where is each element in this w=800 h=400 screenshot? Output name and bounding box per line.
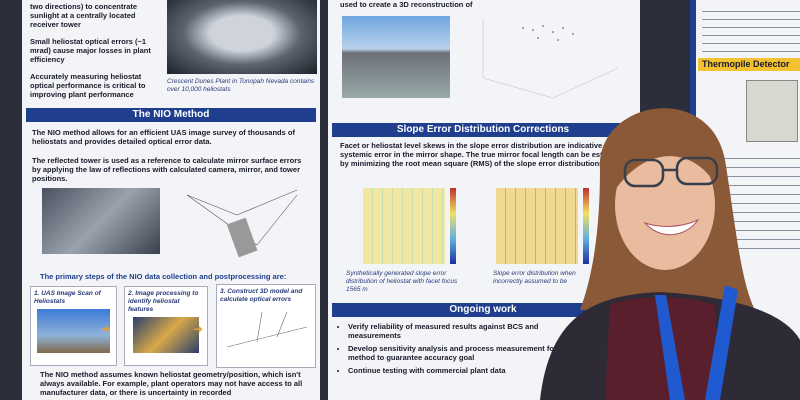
bullet: Verify reliability of measured results a… [348,322,588,340]
bullet: two directions) to concentrate sunlight … [30,2,138,29]
text-lines [702,4,800,52]
bullet: Continue testing with commercial plant d… [348,366,588,375]
bullet: Small heliostat optical errors (~1 mrad)… [30,37,151,64]
ongoing-bullets: Verify reliability of measured results a… [338,322,588,379]
top-text: used to create a 3D reconstruction of [340,0,473,9]
colorbar [450,188,456,264]
caption: Slope error distribution when incorrectl… [493,270,576,285]
heliostat-photo [342,16,450,98]
steps-heading: The primary steps of the NIO data collec… [40,272,287,281]
reflection-diagram [186,189,298,258]
heatmap [363,188,445,264]
section-title: Thermopile Detector [698,58,800,71]
photo-caption: Crescent Dunes Plant in Tonopah Nevada c… [167,78,315,93]
step-label: 3. Construct 3D model and calculate opti… [220,288,303,303]
detector-diagram [746,80,798,142]
section-title: The NIO Method [26,108,316,122]
caption: Synthetically generated slope error dist… [346,270,458,293]
paragraph: Facet or heliostat level skews in the sl… [340,141,630,168]
aerial-photo [42,188,160,254]
step-label: 2. Image processing to identify heliosta… [128,290,199,313]
step-box: 1. UAS Image Scan of Heliostats [30,286,117,366]
arrow: ➜ [100,322,111,336]
step-label: 1. UAS Image Scan of Heliostats [34,290,101,305]
section-title: Ongoing work [332,303,634,317]
arrow: ➜ [193,322,204,336]
paragraph: The reflected tower is used as a referen… [32,156,302,183]
step-image [37,309,110,353]
step-box: 2. Image processing to identify heliosta… [124,286,208,366]
section-title: Slope Error Distribution Corrections [332,123,634,137]
heatmap [496,188,578,264]
step-box: 3. Construct 3D model and calculate opti… [216,284,316,368]
step-diagram [226,311,308,348]
person [540,108,800,400]
left-poster-panel: two directions) to concentrate sunlight … [22,0,320,400]
plant-photo [167,0,317,74]
3d-plot [482,18,619,99]
closing-paragraph: The NIO method assumes known heliostat g… [40,370,303,397]
paragraph: The NIO method allows for an efficient U… [32,128,295,146]
bullet: Develop sensitivity analysis and process… [348,344,588,362]
bullet: Accurately measuring heliostat optical p… [30,72,146,99]
step-image [133,317,199,353]
intro-bullets: two directions) to concentrate sunlight … [30,2,160,99]
colorbar [583,188,589,264]
